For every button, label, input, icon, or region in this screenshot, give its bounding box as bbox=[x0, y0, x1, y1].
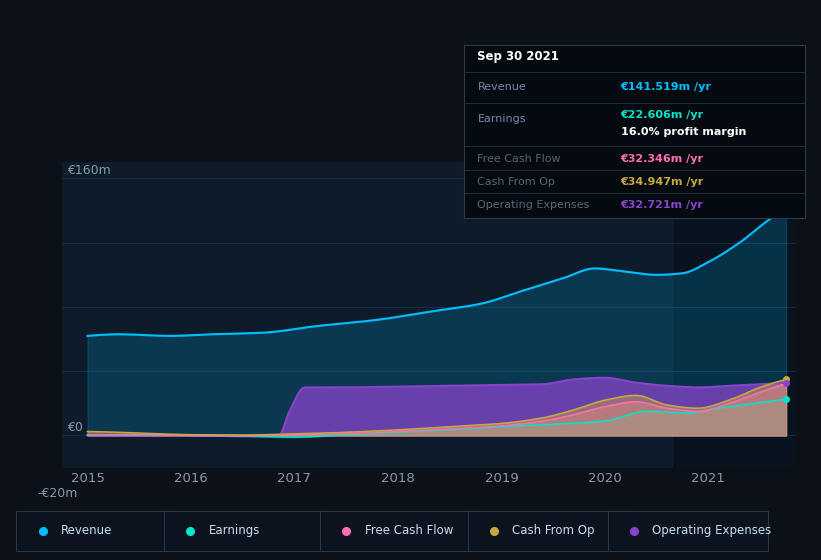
Text: Revenue: Revenue bbox=[478, 82, 526, 92]
Text: €0: €0 bbox=[67, 421, 83, 434]
FancyBboxPatch shape bbox=[468, 511, 628, 551]
FancyBboxPatch shape bbox=[608, 511, 768, 551]
Text: €32.346m /yr: €32.346m /yr bbox=[621, 153, 704, 164]
Text: €141.519m /yr: €141.519m /yr bbox=[621, 82, 712, 92]
FancyBboxPatch shape bbox=[16, 511, 177, 551]
Text: Cash From Op: Cash From Op bbox=[478, 177, 555, 187]
Text: Free Cash Flow: Free Cash Flow bbox=[365, 524, 453, 537]
Text: Earnings: Earnings bbox=[478, 114, 526, 124]
Text: Sep 30 2021: Sep 30 2021 bbox=[478, 50, 559, 63]
FancyBboxPatch shape bbox=[164, 511, 324, 551]
Text: Free Cash Flow: Free Cash Flow bbox=[478, 153, 561, 164]
Text: Revenue: Revenue bbox=[61, 524, 112, 537]
Text: €32.721m /yr: €32.721m /yr bbox=[621, 200, 704, 211]
Text: Operating Expenses: Operating Expenses bbox=[652, 524, 771, 537]
Bar bbox=[674, 162, 796, 468]
FancyBboxPatch shape bbox=[320, 511, 480, 551]
Text: -€20m: -€20m bbox=[37, 487, 77, 501]
Text: €160m: €160m bbox=[67, 164, 111, 177]
Text: €22.606m /yr: €22.606m /yr bbox=[621, 110, 704, 120]
Text: 16.0% profit margin: 16.0% profit margin bbox=[621, 128, 746, 137]
Text: Operating Expenses: Operating Expenses bbox=[478, 200, 589, 211]
Text: Cash From Op: Cash From Op bbox=[512, 524, 594, 537]
Text: Earnings: Earnings bbox=[209, 524, 260, 537]
Text: €34.947m /yr: €34.947m /yr bbox=[621, 177, 704, 187]
